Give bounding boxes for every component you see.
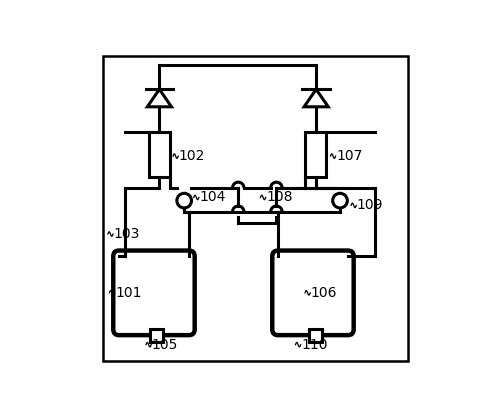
Text: 107: 107 <box>336 149 362 163</box>
Text: 108: 108 <box>266 190 292 204</box>
Text: 109: 109 <box>357 198 383 212</box>
Text: 103: 103 <box>113 227 140 241</box>
Bar <box>309 330 322 342</box>
Text: 110: 110 <box>301 338 327 352</box>
Text: 106: 106 <box>310 286 337 300</box>
Bar <box>305 132 326 177</box>
Text: 102: 102 <box>179 149 205 163</box>
Text: 104: 104 <box>199 190 226 204</box>
Text: 105: 105 <box>152 338 178 352</box>
FancyBboxPatch shape <box>272 251 354 335</box>
Text: 101: 101 <box>115 286 142 300</box>
FancyBboxPatch shape <box>113 251 195 335</box>
Bar <box>149 132 170 177</box>
Bar <box>151 330 163 342</box>
